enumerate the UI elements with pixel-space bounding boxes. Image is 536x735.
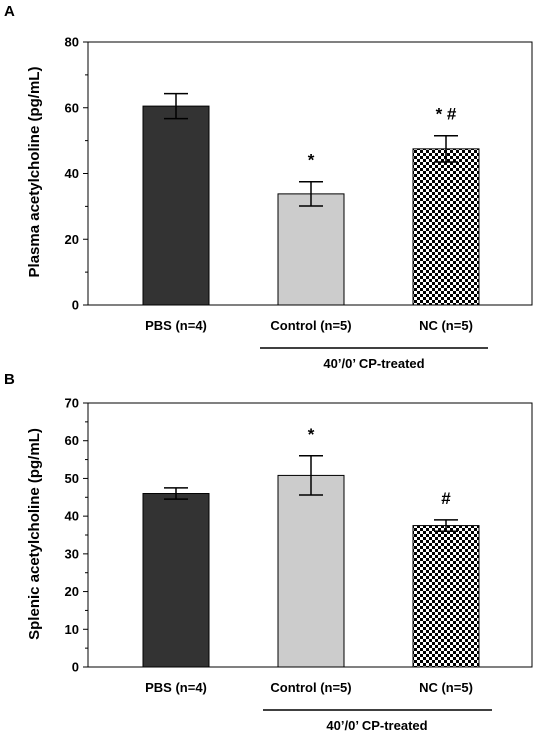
y-tick-label: 0 [72,298,79,313]
y-axis-title: Splenic acetylcholine (pg/mL) [26,428,43,640]
group-label: 40’/0’ CP-treated [326,718,427,733]
bar [142,493,210,668]
y-tick-label: 0 [72,660,79,675]
category-label: NC (n=5) [419,318,473,333]
category-label: PBS (n=4) [145,680,207,695]
panel-b: B Splenic acetylcholine (pg/mL) 0 10 20 30 4… [4,371,533,733]
bars: * * # [142,92,480,306]
group-bracket: 40’/0’ CP-treated [260,347,488,371]
bars: *# [142,425,480,668]
y-tick-label: 60 [65,100,79,115]
y-tick-label: 20 [65,232,79,247]
y-tick-label: 40 [65,509,79,524]
group-label: 40’/0’ CP-treated [323,356,424,371]
y-tick-label: 50 [65,471,79,486]
bar [277,474,345,668]
y-tick-label: 10 [65,622,79,637]
significance-label: # [441,489,451,508]
y-tick-label: 40 [65,166,79,181]
bar [412,148,480,306]
bar [142,105,210,306]
category-label: Control (n=5) [270,680,351,695]
category-label: NC (n=5) [419,680,473,695]
significance-label: * [308,425,315,444]
significance-label: * [308,151,315,170]
y-tick-label: 70 [65,396,79,411]
bar [277,193,345,306]
panel-a: A Plasma acetylcholine (pg/mL) 0 20 40 60 80… [4,3,533,371]
category-label: PBS (n=4) [145,318,207,333]
significance-label: * # [436,105,457,124]
group-bracket: 40’/0’ CP-treated [263,709,492,733]
bar [412,525,480,668]
y-tick-label: 20 [65,584,79,599]
y-axis-title: Plasma acetylcholine (pg/mL) [26,67,43,278]
y-tick-label: 80 [65,35,79,50]
category-labels: PBS (n=4) Control (n=5) NC (n=5) [145,680,473,695]
panel-label: A [4,3,15,20]
category-labels: PBS (n=4) Control (n=5) NC (n=5) [145,318,473,333]
panel-label: B [4,371,15,388]
y-tick-label: 30 [65,546,79,561]
category-label: Control (n=5) [270,318,351,333]
y-tick-label: 60 [65,433,79,448]
